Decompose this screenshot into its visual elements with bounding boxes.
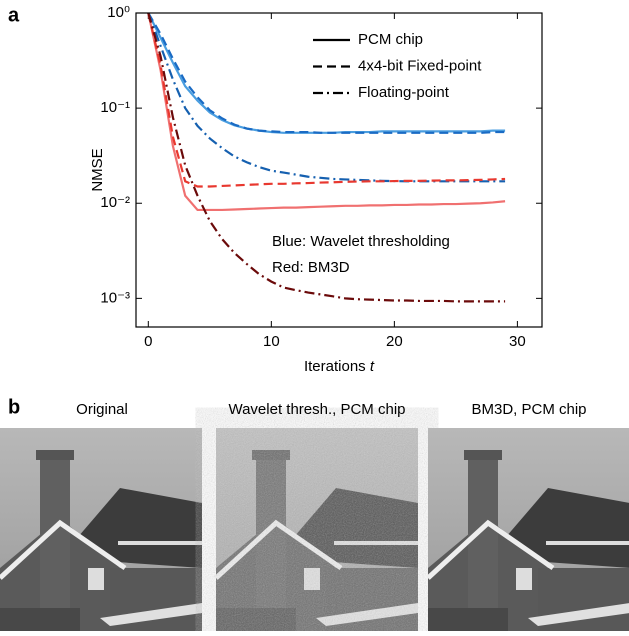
panel-label: a [8, 4, 20, 26]
x-axis-label-var: t [370, 358, 375, 375]
data-line [147, 12, 506, 212]
x-axis-label-text: Iterations [304, 358, 366, 375]
y-tick-label: 10⁰ [107, 4, 130, 21]
image-caption: BM3D, PCM chip [471, 401, 586, 418]
x-axis-label: Iterations t [304, 358, 375, 375]
y-tick-label: 10⁻² [100, 194, 130, 211]
y-axis-label: NMSE [89, 148, 106, 191]
annotation: Red: BM3D [272, 259, 350, 276]
x-tick-label: 20 [386, 333, 403, 350]
data-line [147, 12, 506, 183]
legend-label: PCM chip [358, 31, 423, 48]
image-caption: Original [76, 401, 128, 418]
x-tick-label: 0 [144, 333, 152, 350]
legend-label: Floating-point [358, 84, 450, 101]
data-line [147, 12, 506, 188]
data-line [147, 12, 506, 303]
data-line [147, 12, 506, 134]
image [0, 428, 202, 631]
image-caption: Wavelet thresh., PCM chip [228, 401, 405, 418]
y-tick-label: 10⁻³ [100, 289, 130, 306]
plot-frame [135, 12, 543, 328]
legend-label: 4x4-bit Fixed-point [358, 57, 482, 74]
image [216, 428, 418, 631]
panel-label: b [8, 396, 20, 418]
annotation: Blue: Wavelet thresholding [272, 233, 450, 250]
image [428, 428, 629, 631]
y-tick-label: 10⁻¹ [100, 99, 130, 116]
data-line [147, 12, 506, 134]
x-tick-label: 10 [263, 333, 280, 350]
x-tick-label: 30 [509, 333, 526, 350]
